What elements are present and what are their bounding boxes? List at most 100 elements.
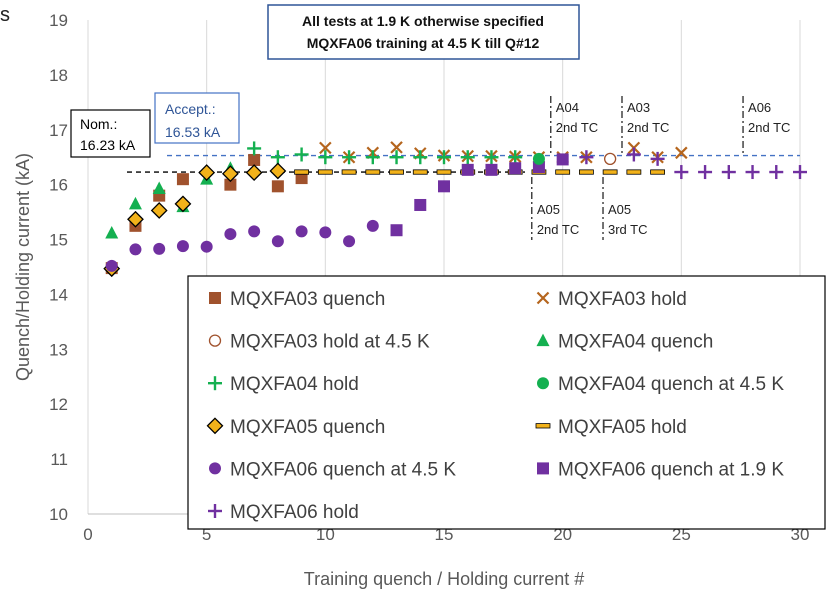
- transition-annotations: A04 2nd TC A03 2nd TC A06 2nd TC A05 2nd TC A05 3…: [531, 96, 790, 240]
- y-tick-label: 16: [49, 176, 68, 195]
- y-tick-label: 11: [50, 450, 68, 469]
- chart-title-box: All tests at 1.9 K otherwise specified MQ…: [267, 4, 580, 60]
- data-point: [174, 195, 192, 213]
- legend-label: MQXFA05 quench: [230, 417, 385, 438]
- data-point: [271, 180, 284, 193]
- data-point: [698, 165, 713, 180]
- data-point: [626, 169, 642, 175]
- data-point: [294, 147, 309, 162]
- data-point: [390, 224, 403, 237]
- x-tick-label: 15: [435, 525, 454, 544]
- data-point: [745, 165, 760, 180]
- y-tick-label: 13: [49, 340, 68, 359]
- y-tick-label: 14: [49, 285, 68, 304]
- legend-box: [187, 275, 826, 530]
- data-point: [532, 161, 545, 174]
- nominal-label-text: 16.23 kA: [80, 137, 136, 153]
- data-point: [248, 225, 261, 238]
- x-tick-label: 30: [791, 525, 810, 544]
- data-point: [176, 173, 189, 186]
- series-mqxfa05-quench: [103, 162, 287, 278]
- data-point: [208, 334, 222, 347]
- data-point: [295, 225, 308, 238]
- legend-label: MQXFA04 quench at 4.5 K: [558, 374, 784, 395]
- x-tick-label: 0: [83, 525, 92, 544]
- accept-label-text: 16.53 kA: [165, 124, 221, 140]
- chart-title: MQXFA06 training at 4.5 K till Q#12: [307, 35, 540, 51]
- data-point: [319, 141, 332, 155]
- data-point: [152, 181, 166, 195]
- data-point: [603, 152, 617, 166]
- data-point: [556, 153, 569, 166]
- annotation-text: 2nd TC: [627, 120, 669, 135]
- data-point: [317, 169, 333, 175]
- legend-label: MQXFA06 quench at 1.9 K: [558, 459, 784, 480]
- data-point: [153, 242, 166, 255]
- title-box: [267, 4, 580, 60]
- annotation-text: A05: [537, 202, 560, 217]
- data-point: [128, 196, 142, 210]
- annotation-text: 3rd TC: [608, 222, 648, 237]
- data-point: [537, 462, 549, 475]
- data-point: [414, 198, 427, 211]
- series-mqxfa06-quench-at-1-9-k: [390, 153, 569, 237]
- data-point: [342, 150, 357, 165]
- data-point: [208, 504, 222, 518]
- data-point: [294, 169, 310, 175]
- annotation-text: 2nd TC: [748, 120, 790, 135]
- y-tick-label: 17: [49, 121, 68, 140]
- data-point: [318, 150, 333, 165]
- legend-label: MQXFA03 hold at 4.5 K: [230, 332, 430, 353]
- legend-label: MQXFA03 hold: [558, 289, 687, 310]
- data-point: [461, 163, 474, 176]
- y-tick-label: 18: [49, 66, 68, 85]
- data-point: [224, 178, 237, 191]
- data-point: [176, 240, 189, 253]
- data-point: [390, 141, 403, 154]
- accept-label-text: Accept.:: [165, 101, 216, 117]
- data-point: [127, 210, 144, 228]
- annotation-text: A04: [556, 100, 579, 115]
- legend-label: MQXFA05 hold: [558, 417, 687, 438]
- annotation-text: 2nd TC: [537, 222, 579, 237]
- data-point: [389, 150, 404, 165]
- data-point: [105, 259, 118, 272]
- nominal-label-text: Nom.:: [80, 116, 117, 132]
- chart-title: All tests at 1.9 K otherwise specified: [302, 13, 544, 29]
- annotation-text: A05: [608, 202, 631, 217]
- annotation-text: A03: [627, 100, 650, 115]
- data-point: [536, 291, 550, 305]
- data-point: [650, 169, 665, 175]
- data-point: [221, 165, 239, 183]
- data-point: [579, 150, 594, 165]
- x-tick-label: 5: [202, 525, 211, 544]
- data-point: [626, 147, 641, 162]
- data-point: [200, 240, 213, 253]
- data-point: [508, 150, 523, 165]
- series-mqxfa04-quench-at-4-5-k: [532, 152, 545, 165]
- data-point: [365, 169, 381, 175]
- data-point: [602, 169, 618, 175]
- y-axis-title: Quench/Holding current (kA): [13, 153, 33, 381]
- data-point: [295, 172, 308, 185]
- data-point: [389, 169, 404, 175]
- data-point: [198, 164, 216, 182]
- data-point: [769, 165, 784, 180]
- data-point: [129, 243, 142, 256]
- data-point: [245, 164, 263, 182]
- data-point: [413, 150, 428, 165]
- y-tick-label: 10: [49, 505, 68, 524]
- data-point: [206, 417, 224, 435]
- y-tick-label: 19: [49, 11, 68, 30]
- x-tick-label: 10: [316, 525, 335, 544]
- data-point: [248, 153, 261, 166]
- x-tick-label: 20: [553, 525, 572, 544]
- data-point: [365, 150, 380, 165]
- data-point: [247, 141, 262, 156]
- legend: MQXFA03 quench MQXFA03 hold MQXFA03 hold a…: [187, 275, 826, 530]
- accept-label-box: [154, 92, 240, 144]
- legend-label: MQXFA04 hold: [230, 374, 359, 395]
- data-point: [536, 333, 550, 347]
- data-point: [270, 150, 285, 165]
